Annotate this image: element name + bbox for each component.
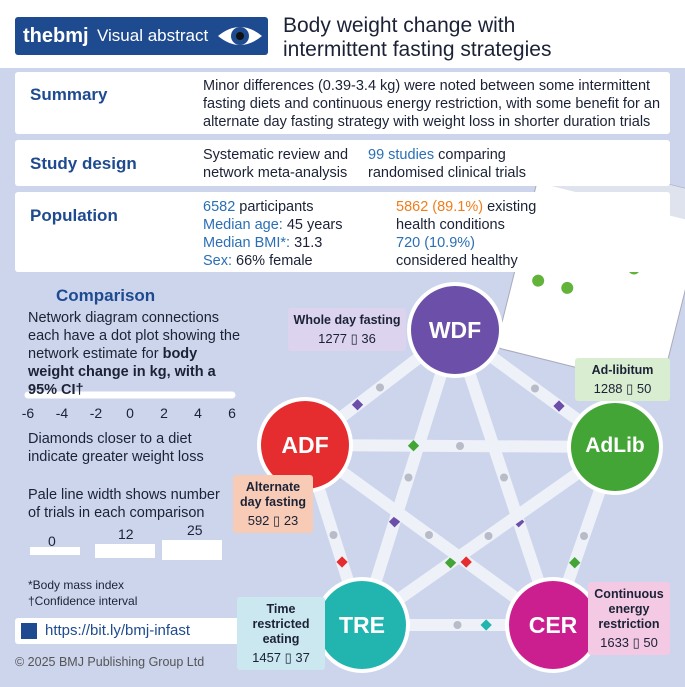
population-card <box>15 192 670 272</box>
value: 45 years <box>286 217 343 233</box>
text: comparing randomised clinical trials <box>368 147 526 181</box>
node-box: Time restricted eating 1457 ▯ 37 <box>237 597 325 670</box>
value: 66% female <box>236 253 313 269</box>
edge-dot <box>500 473 508 482</box>
node-label: Continuous energy restriction <box>594 587 664 631</box>
node-label: Alternate day fasting <box>240 480 306 509</box>
value: 6582 <box>203 199 236 215</box>
value: 5862 (89.1%) <box>396 199 484 215</box>
trials: 23 <box>283 513 299 528</box>
diamond <box>351 399 364 411</box>
value: 31.3 <box>294 235 323 251</box>
edge-dot <box>404 473 413 482</box>
trials: 50 <box>636 381 652 396</box>
node-counts: 592 ▯ 23 <box>247 513 299 528</box>
diamond <box>569 557 581 569</box>
comparison-heading: Comparison <box>56 286 156 305</box>
diamond <box>460 556 472 568</box>
node <box>567 399 663 495</box>
summary-heading: Summary <box>30 85 108 104</box>
design-left: Systematic review and network meta-analy… <box>203 147 349 181</box>
population-left: 6582 participants Median age: 45 years M… <box>203 198 363 270</box>
trials: 50 <box>643 635 658 650</box>
node-abbr: CER <box>528 612 578 638</box>
label: Median BMI*: <box>203 235 291 251</box>
width-legend-label: 12 <box>118 526 134 542</box>
brand: thebmj <box>23 25 89 47</box>
edge-dot <box>531 384 539 393</box>
node-box: Ad-libitum 1288 ▯ 50 <box>575 358 670 401</box>
axis-tick-label: 2 <box>160 405 168 421</box>
footnote: *Body mass index <box>28 578 125 592</box>
diamond <box>407 440 420 452</box>
text: Network diagram connections each have a … <box>28 310 241 362</box>
axis-tick-label: 6 <box>228 405 236 421</box>
participants: 592 <box>247 513 270 528</box>
label: Visual abstract <box>97 26 209 45</box>
node-label: Time restricted eating <box>252 602 310 646</box>
axis-tick-label: -6 <box>21 405 35 421</box>
node-abbr: WDF <box>428 317 482 343</box>
diamond <box>480 619 492 631</box>
population-heading: Population <box>30 206 118 225</box>
link[interactable]: https://bit.ly/bmj-infast <box>45 622 191 639</box>
node <box>407 282 503 378</box>
text: considered healthy <box>396 253 518 269</box>
edge-dot <box>580 532 588 540</box>
edge-dot <box>453 621 462 629</box>
population-right: 5862 (89.1%) existing health conditions … <box>396 198 546 270</box>
title: Body weight change with intermittent fas… <box>283 14 552 61</box>
summary-text: Minor differences (0.39-3.4 kg) were not… <box>203 78 661 130</box>
node-abbr: TRE <box>339 612 385 638</box>
width-legend-label: 25 <box>187 522 203 538</box>
axis-tick-label: 0 <box>126 405 134 421</box>
axis-tick-label: -4 <box>55 405 69 421</box>
node-abbr: ADF <box>281 432 329 458</box>
trials: 36 <box>361 331 376 346</box>
design-heading: Study design <box>30 154 137 173</box>
participants: 1277 <box>318 331 348 346</box>
node-counts: 1633 ▯ 50 <box>600 635 658 650</box>
node-counts: 1288 ▯ 50 <box>593 381 652 396</box>
copyright: © 2025 BMJ Publishing Group Ltd <box>15 655 205 669</box>
node-label: Whole day fasting <box>293 313 401 327</box>
width-note: Pale line width shows number of trials i… <box>28 487 220 521</box>
node-box: Continuous energy restriction 1633 ▯ 50 <box>588 582 670 655</box>
diamond <box>553 400 565 412</box>
node-counts: 1457 ▯ 37 <box>252 650 310 665</box>
participants: 1288 <box>593 381 623 396</box>
trials: 37 <box>295 650 310 665</box>
label: Sex: <box>203 253 233 269</box>
axis-tick-label: 4 <box>194 405 202 421</box>
node-abbr: AdLib <box>585 434 645 457</box>
label: Median age: <box>203 217 283 233</box>
edge-dot <box>484 532 493 540</box>
edge-dot <box>456 442 464 450</box>
value: 720 (10.9%) <box>396 235 475 251</box>
participants: 1457 <box>252 650 282 665</box>
text: existing health conditions <box>396 199 537 233</box>
design-right: 99 studies comparing randomised clinical… <box>368 146 558 182</box>
bold: body weight change in kg, with a 95% CI† <box>28 346 216 398</box>
summary-card <box>15 72 670 134</box>
highlight: 99 studies <box>368 147 435 163</box>
node-box: Whole day fasting 1277 ▯ 36 <box>288 308 406 351</box>
node-box: Alternate day fasting 592 ▯ 23 <box>233 475 313 533</box>
footnote: †Confidence interval <box>28 594 138 608</box>
diamond <box>336 556 348 568</box>
design-card <box>15 140 670 186</box>
comparison-text: Network diagram connections each have a … <box>28 309 243 399</box>
diamond-note: Diamonds closer to a diet indicate great… <box>28 431 204 465</box>
participants: 1633 <box>600 635 630 650</box>
text: participants <box>239 199 314 215</box>
width-legend-label: 0 <box>48 533 56 549</box>
node-counts: 1277 ▯ 36 <box>318 331 376 346</box>
axis-tick-label: -2 <box>89 405 103 421</box>
edge-dot <box>425 531 433 539</box>
edge-dot <box>376 383 384 392</box>
edge-dot <box>329 531 338 539</box>
node-label: Ad-libitum <box>591 363 654 377</box>
